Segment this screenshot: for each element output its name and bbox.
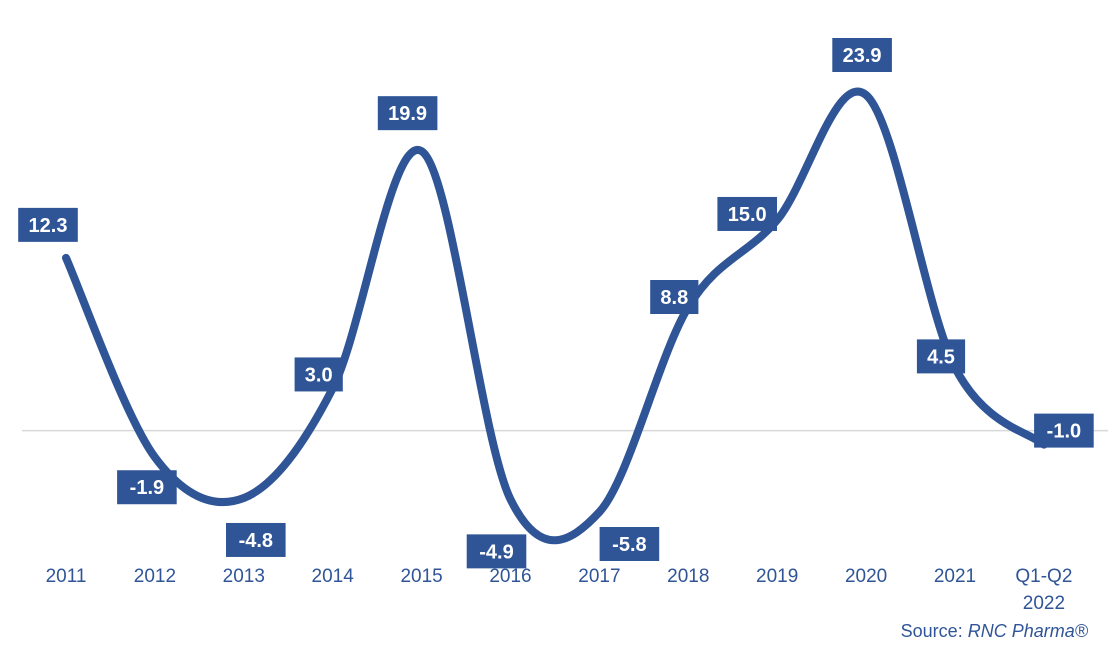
x-tick-label: 2012 xyxy=(134,566,176,587)
data-label: 15.0 xyxy=(717,196,777,231)
x-tick-label: 2021 xyxy=(934,566,976,587)
data-label-box xyxy=(117,470,177,505)
x-tick-label: Q1-Q2 2022 xyxy=(1015,566,1072,614)
x-tick-label: 2016 xyxy=(489,566,531,587)
x-tick-label: 2017 xyxy=(578,566,620,587)
data-label-box xyxy=(18,207,78,242)
data-label-text: -4.9 xyxy=(479,541,513,563)
data-labels: 12.3 -1.9 -4.8 3.0 19.9 -4.9 -5.8 8.8 15.0 23.9 4.… xyxy=(18,38,1094,569)
source-name: RNC Pharma® xyxy=(967,621,1088,641)
data-label: -1.0 xyxy=(1034,413,1094,448)
data-label: -4.9 xyxy=(466,534,527,569)
data-label: -5.8 xyxy=(599,527,660,561)
x-tick-label: 2013 xyxy=(223,566,265,587)
data-label: -4.8 xyxy=(226,522,286,557)
data-label-box xyxy=(226,522,286,557)
data-label-text: 12.3 xyxy=(29,215,68,237)
data-label: 12.3 xyxy=(18,207,78,242)
data-label-text: 15.0 xyxy=(728,204,767,226)
data-label-text: 8.8 xyxy=(660,287,688,309)
data-label-text: 4.5 xyxy=(927,346,955,368)
data-label-box xyxy=(377,96,438,131)
data-label-text: -1.9 xyxy=(130,477,164,499)
data-label-text: 23.9 xyxy=(843,45,882,67)
data-label-text: 3.0 xyxy=(305,364,333,386)
data-label-box xyxy=(650,280,699,315)
data-label-text: 19.9 xyxy=(388,103,427,125)
x-tick-label: 2015 xyxy=(400,566,442,587)
data-label: 19.9 xyxy=(377,96,438,131)
data-label-box xyxy=(717,196,777,231)
data-label-box xyxy=(832,38,892,72)
x-tick-label: 2020 xyxy=(845,566,887,587)
x-tick-label: 2018 xyxy=(667,566,709,587)
data-label-text: -4.8 xyxy=(239,530,273,552)
data-label: 3.0 xyxy=(294,357,343,392)
data-label-text: -1.0 xyxy=(1047,421,1081,443)
data-label: 4.5 xyxy=(916,339,966,374)
data-label: 8.8 xyxy=(650,280,699,315)
source-prefix: Source: xyxy=(900,621,968,641)
data-label: -1.9 xyxy=(117,470,177,505)
x-tick-label: 2019 xyxy=(756,566,798,587)
data-label-box xyxy=(916,339,966,374)
data-label-text: -5.8 xyxy=(612,534,646,556)
series-line xyxy=(62,87,1048,545)
data-label: 23.9 xyxy=(832,38,892,72)
x-tick-label: 2011 xyxy=(46,566,87,587)
data-label-box xyxy=(1034,413,1094,448)
x-tick-label: 2014 xyxy=(312,566,355,587)
x-axis-labels: 2011 2012 2013 2014 2015 2016 2017 2018 2019 2020… xyxy=(46,566,1073,614)
data-label-box xyxy=(599,527,660,561)
data-label-box xyxy=(294,357,343,392)
data-label-box xyxy=(466,534,527,569)
source-note: Source: RNC Pharma® xyxy=(901,621,1088,642)
